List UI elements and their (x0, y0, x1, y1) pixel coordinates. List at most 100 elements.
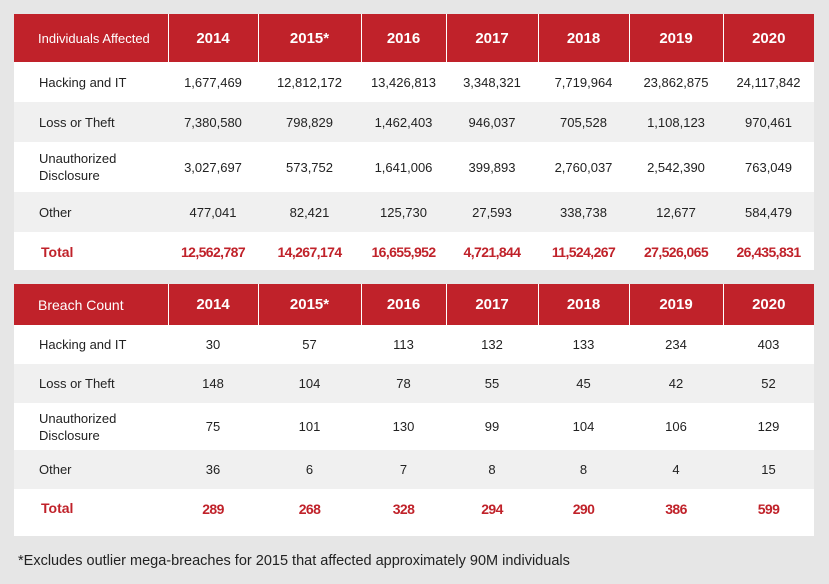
table-row-total: Total 289 268 328 294 290 386 599 (14, 489, 814, 528)
table-cell: 584,479 (745, 204, 792, 220)
individuals-affected-table: Individuals Affected 2014 2015* 2016 201… (14, 14, 814, 272)
table-cell: 399,893 (468, 159, 516, 175)
table-cell: 477,041 (189, 204, 237, 220)
table-cell: 7 (399, 462, 408, 477)
row-label: Hacking and IT (39, 74, 127, 90)
table-cell: 4 (672, 462, 680, 477)
header-year-2020: 2020 (723, 14, 814, 62)
individuals-affected-panel: Individuals Affected 2014 2015* 2016 201… (14, 14, 814, 270)
header-year-2017: 2017 (446, 14, 539, 62)
total-cell: 290 (572, 500, 595, 517)
total-cell: 294 (481, 500, 503, 517)
table-cell: 15 (761, 462, 776, 477)
table-header-row: Individuals Affected 2014 2015* 2016 201… (14, 14, 814, 62)
table-cell: 148 (202, 376, 224, 391)
table-cell: 7,380,580 (184, 114, 242, 130)
header-year-2015: 2015* (258, 284, 362, 325)
header-breach-count: Breach Count (14, 284, 169, 325)
header-year-2016: 2016 (361, 284, 447, 325)
table-cell: 55 (484, 376, 500, 391)
table-cell: 3,027,697 (184, 159, 242, 175)
header-year-2014: 2014 (168, 14, 259, 62)
table-cell: 338,738 (560, 204, 607, 220)
table-cell: 23,862,875 (643, 74, 709, 90)
table-cell: 1,462,403 (374, 114, 433, 130)
header-year-2018: 2018 (538, 284, 630, 325)
total-cell: 289 (202, 500, 224, 517)
total-cell: 27,526,065 (643, 244, 709, 260)
table-cell: 1,108,123 (647, 114, 705, 130)
row-label: Unauthorized Disclosure (39, 151, 117, 183)
table-cell: 45 (576, 376, 591, 391)
total-cell: 16,655,952 (371, 244, 436, 260)
table-row-hacking-it: Hacking and IT 1,677,469 12,812,172 13,4… (14, 62, 814, 102)
table-row-other: Other 477,041 82,421 125,730 27,593 338,… (14, 192, 814, 232)
table-cell: 763,049 (745, 159, 792, 175)
header-year-2018: 2018 (538, 14, 630, 62)
header-year-2019: 2019 (629, 14, 724, 62)
table-cell: 24,117,842 (736, 74, 801, 90)
table-cell: 970,461 (745, 114, 792, 130)
table-cell: 101 (298, 419, 321, 434)
table-cell: 2,542,390 (647, 159, 705, 175)
table-cell: 132 (481, 337, 503, 352)
table-cell: 57 (302, 337, 317, 352)
table-cell: 1,677,469 (184, 74, 242, 90)
table-cell: 36 (205, 462, 221, 477)
table-cell: 75 (205, 419, 221, 434)
table-row-loss-theft: Loss or Theft 7,380,580 798,829 1,462,40… (14, 102, 814, 142)
table-cell: 12,677 (656, 204, 696, 220)
breach-count-panel: Breach Count 2014 2015* 2016 2017 2018 2… (14, 284, 814, 536)
table-cell: 2,760,037 (554, 159, 613, 175)
total-cell: 386 (665, 500, 687, 517)
total-cell: 11,524,267 (551, 244, 616, 260)
table-row-other: Other 36 6 7 8 8 4 15 (14, 450, 814, 489)
table-cell: 42 (668, 376, 684, 391)
header-year-2016: 2016 (361, 14, 447, 62)
table-row-loss-theft: Loss or Theft 148 104 78 55 45 42 52 (14, 364, 814, 403)
table-row-unauthorized-disclosure: Unauthorized Disclosure 3,027,697 573,75… (14, 142, 814, 192)
table-cell: 234 (665, 337, 687, 352)
header-year-2019: 2019 (629, 284, 724, 325)
table-row-total: Total 12,562,787 14,267,174 16,655,952 4… (14, 232, 814, 272)
table-cell: 403 (757, 337, 780, 352)
table-cell: 8 (488, 462, 496, 477)
table-cell: 30 (205, 337, 221, 352)
table-cell: 13,426,813 (370, 74, 437, 90)
table-cell: 78 (396, 376, 411, 391)
table-cell: 27,593 (472, 204, 512, 220)
table-cell: 129 (757, 419, 780, 434)
table-cell: 12,812,172 (276, 74, 343, 90)
header-year-2020: 2020 (723, 284, 814, 325)
table-cell: 798,829 (286, 114, 333, 130)
table-cell: 99 (484, 419, 500, 434)
table-cell: 106 (665, 419, 687, 434)
table-cell: 7,719,964 (554, 74, 613, 90)
header-year-2015: 2015* (258, 14, 362, 62)
row-label: Hacking and IT (39, 337, 127, 352)
total-cell: 12,562,787 (180, 244, 246, 260)
table-cell: 3,348,321 (463, 74, 521, 90)
row-label-total: Total (41, 243, 74, 260)
table-cell: 104 (572, 419, 595, 434)
header-year-2017: 2017 (446, 284, 539, 325)
table-cell: 125,730 (380, 204, 427, 220)
row-label-total: Total (41, 500, 74, 516)
row-label: Loss or Theft (39, 114, 115, 130)
breach-count-table: Breach Count 2014 2015* 2016 2017 2018 2… (14, 284, 814, 528)
table-row-unauthorized-disclosure: Unauthorized Disclosure 75 101 130 99 10… (14, 403, 814, 450)
total-cell: 26,435,831 (736, 244, 801, 260)
table-cell: 705,528 (560, 114, 607, 130)
table-cell: 573,752 (286, 159, 333, 175)
table-cell: 130 (392, 419, 415, 434)
total-cell: 268 (298, 500, 321, 517)
table-cell: 104 (298, 376, 321, 391)
table-cell: 82,421 (289, 204, 330, 220)
table-cell: 52 (761, 376, 776, 391)
total-cell: 328 (392, 500, 415, 517)
total-cell: 599 (757, 500, 780, 517)
row-label: Other (39, 462, 72, 477)
table-cell: 113 (393, 337, 414, 352)
row-label: Other (39, 204, 72, 220)
table-cell: 6 (305, 462, 314, 477)
